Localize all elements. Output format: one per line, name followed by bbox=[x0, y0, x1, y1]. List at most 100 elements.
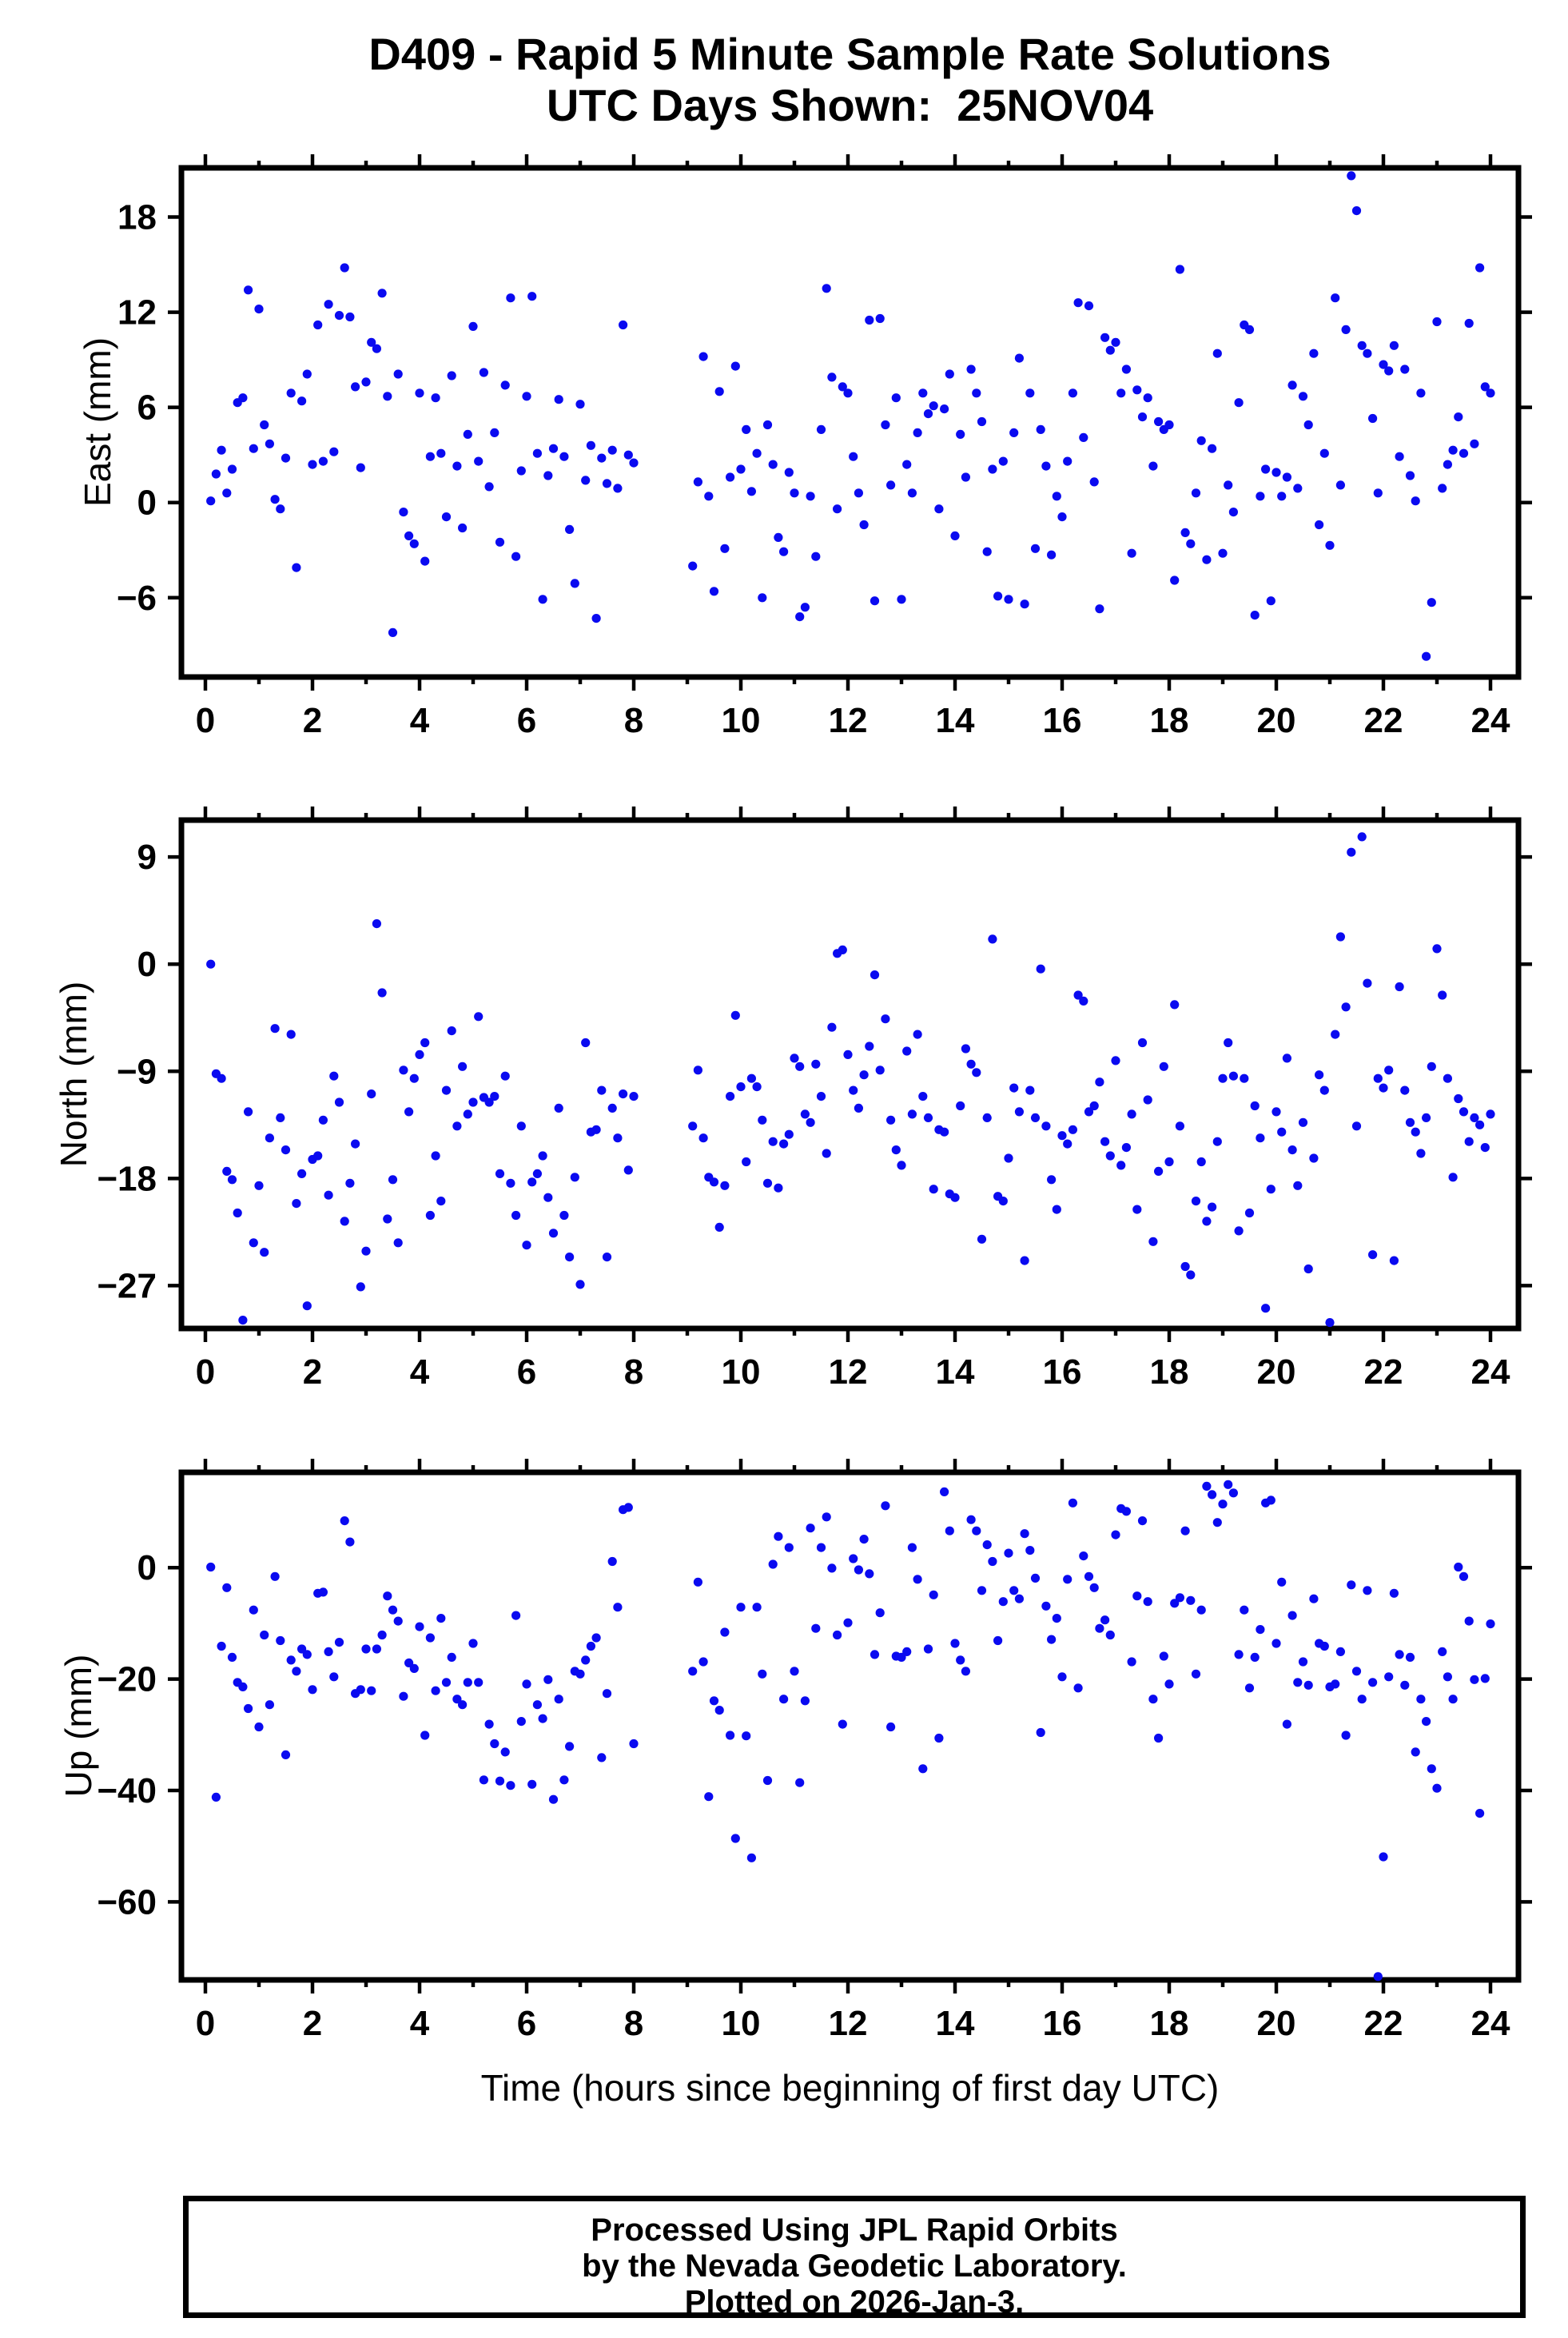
data-point bbox=[334, 1097, 344, 1107]
data-point bbox=[1379, 360, 1388, 369]
data-point bbox=[1196, 1157, 1206, 1167]
data-point bbox=[463, 1678, 472, 1687]
data-point bbox=[977, 1586, 987, 1595]
data-point bbox=[1068, 1498, 1077, 1508]
data-point bbox=[613, 1603, 623, 1612]
data-point bbox=[490, 1739, 499, 1749]
data-point bbox=[1315, 520, 1324, 530]
data-point bbox=[1261, 1304, 1271, 1313]
data-point bbox=[972, 1526, 981, 1535]
data-point bbox=[1004, 1548, 1013, 1558]
data-point bbox=[1373, 1073, 1383, 1083]
x-tick-label: 20 bbox=[1257, 2004, 1296, 2043]
data-point bbox=[1250, 1101, 1260, 1111]
data-point bbox=[1004, 595, 1013, 604]
data-point bbox=[265, 1133, 274, 1143]
data-point bbox=[548, 444, 559, 453]
data-point bbox=[1212, 1137, 1222, 1146]
data-point bbox=[913, 428, 922, 438]
data-point bbox=[313, 1151, 323, 1161]
data-point bbox=[774, 1531, 783, 1541]
data-point bbox=[532, 448, 543, 458]
data-point bbox=[441, 1085, 452, 1095]
data-point bbox=[1319, 1641, 1329, 1651]
data-point bbox=[913, 1575, 922, 1584]
data-point bbox=[1020, 1256, 1029, 1265]
data-point bbox=[854, 1565, 863, 1575]
data-point bbox=[1351, 206, 1362, 216]
data-point bbox=[619, 320, 628, 330]
data-point bbox=[865, 1569, 874, 1579]
data-point bbox=[1202, 1481, 1212, 1491]
x-tick-label: 4 bbox=[410, 2004, 430, 2043]
data-point bbox=[1148, 461, 1158, 471]
data-point bbox=[1395, 1650, 1404, 1659]
data-point bbox=[559, 1775, 569, 1785]
data-point bbox=[452, 1121, 462, 1131]
x-tick-label: 4 bbox=[410, 701, 430, 740]
data-point bbox=[254, 1722, 264, 1732]
data-point bbox=[1180, 1261, 1190, 1272]
data-point bbox=[431, 1686, 440, 1695]
x-axis-label: Time (hours since beginning of first day… bbox=[480, 2067, 1220, 2109]
data-point bbox=[629, 1092, 639, 1101]
x-tick-label: 14 bbox=[936, 1352, 975, 1392]
data-point bbox=[1432, 944, 1442, 954]
data-point bbox=[495, 537, 505, 547]
data-point bbox=[436, 1197, 446, 1206]
data-point bbox=[260, 420, 269, 430]
data-point bbox=[1427, 1764, 1436, 1774]
data-point bbox=[742, 424, 751, 435]
data-point bbox=[1244, 1208, 1255, 1218]
data-point bbox=[388, 1605, 398, 1615]
data-point bbox=[383, 1591, 392, 1601]
data-point bbox=[1100, 1137, 1110, 1146]
data-point bbox=[1063, 456, 1073, 466]
data-point bbox=[1341, 325, 1351, 334]
data-point bbox=[329, 1071, 339, 1081]
data-point bbox=[474, 456, 484, 466]
data-point bbox=[1244, 1683, 1255, 1693]
data-point bbox=[1154, 416, 1164, 427]
data-point bbox=[324, 1647, 333, 1656]
data-point bbox=[800, 1109, 810, 1119]
data-point bbox=[726, 1731, 735, 1740]
data-point bbox=[1186, 1270, 1196, 1280]
data-point bbox=[1127, 1657, 1136, 1667]
data-point bbox=[1057, 1672, 1067, 1682]
data-point bbox=[1309, 1153, 1319, 1163]
x-tick-label: 8 bbox=[624, 701, 643, 740]
data-point bbox=[816, 424, 826, 435]
data-point bbox=[940, 1487, 949, 1496]
x-tick-label: 6 bbox=[517, 2004, 536, 2043]
data-point bbox=[913, 1030, 922, 1039]
data-point bbox=[1416, 1149, 1426, 1158]
data-point bbox=[554, 1695, 563, 1704]
data-point bbox=[1277, 1127, 1287, 1137]
data-point bbox=[1041, 461, 1051, 471]
data-point bbox=[1287, 380, 1297, 390]
data-point bbox=[1095, 604, 1104, 614]
data-point bbox=[367, 1089, 376, 1099]
data-point bbox=[1395, 982, 1404, 992]
data-point bbox=[1079, 1551, 1088, 1561]
x-tick-label: 20 bbox=[1257, 1352, 1296, 1392]
data-point bbox=[1368, 1678, 1378, 1687]
data-point bbox=[575, 1280, 585, 1289]
data-point bbox=[1095, 1623, 1104, 1633]
data-point bbox=[704, 492, 714, 501]
data-point bbox=[1041, 1121, 1051, 1131]
data-point bbox=[998, 1197, 1008, 1206]
data-point bbox=[372, 344, 381, 353]
data-point bbox=[1170, 1599, 1180, 1608]
y-tick-label: −6 bbox=[117, 579, 157, 618]
data-point bbox=[281, 1750, 291, 1759]
data-point bbox=[1212, 349, 1222, 358]
data-point bbox=[1331, 1679, 1340, 1689]
x-tick-label: 10 bbox=[722, 1352, 761, 1392]
data-point bbox=[1272, 1107, 1281, 1117]
data-point bbox=[318, 1587, 328, 1597]
data-point bbox=[945, 369, 954, 379]
data-point bbox=[324, 1190, 333, 1200]
data-point bbox=[318, 456, 328, 466]
